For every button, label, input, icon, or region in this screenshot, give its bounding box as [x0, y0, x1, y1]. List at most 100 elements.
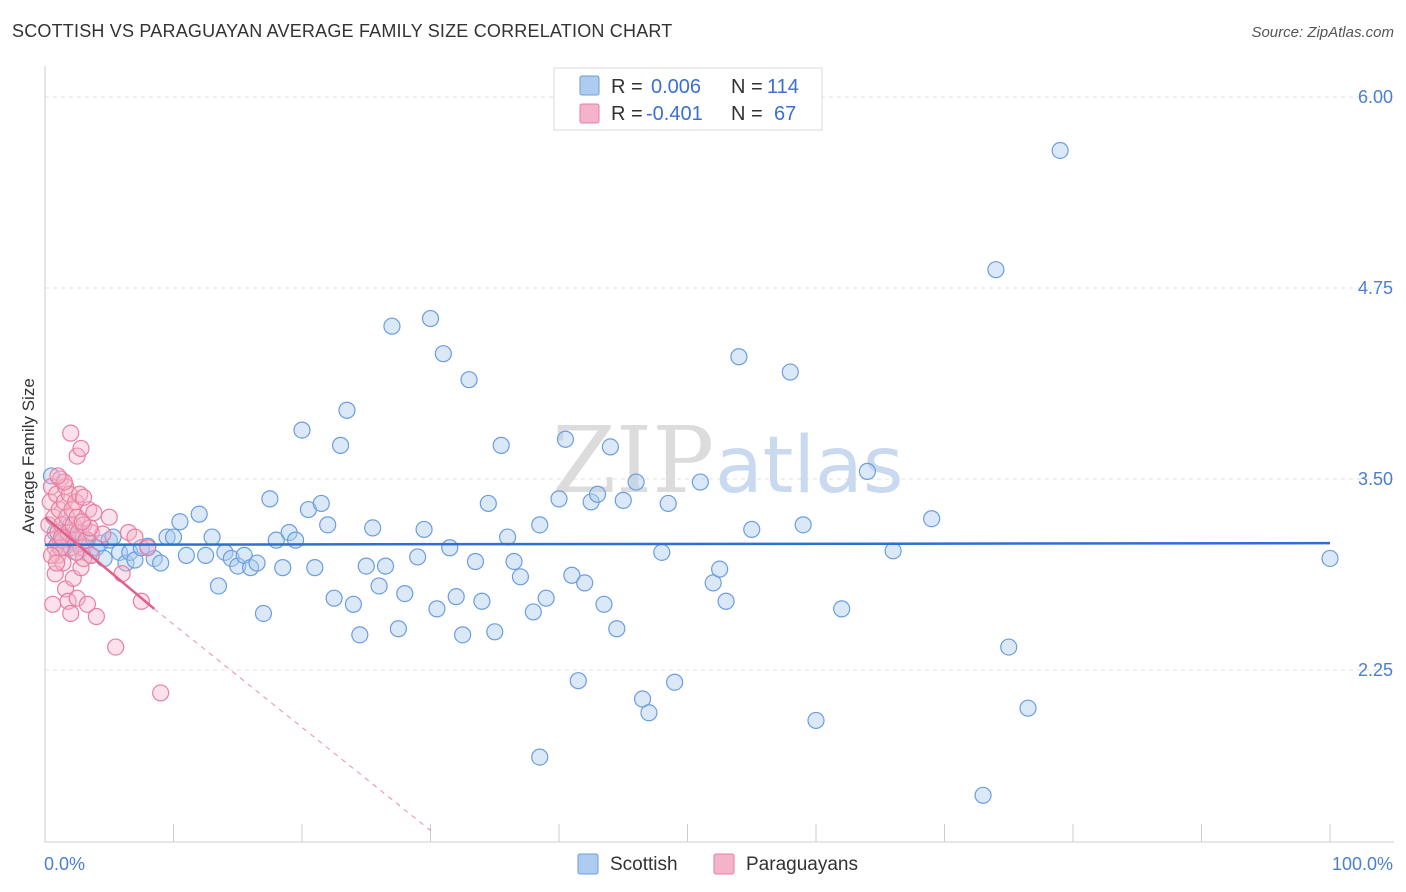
scottish-point [974, 786, 992, 804]
trend-lines [44, 516, 1331, 831]
scottish-point [627, 473, 645, 491]
paraguayan-point [49, 467, 67, 485]
scottish-point [460, 371, 478, 389]
scottish-point [338, 401, 356, 419]
scottish-point [428, 600, 446, 618]
y-tick-label-3: 6.00 [1358, 87, 1393, 107]
scottish-point [117, 554, 135, 572]
paraguayan-point [126, 528, 144, 546]
paraguayan-point [139, 539, 157, 557]
scottish-point [479, 494, 497, 513]
scottish-point [659, 494, 677, 513]
chart-title: SCOTTISH VS PARAGUAYAN AVERAGE FAMILY SI… [12, 21, 673, 41]
scottish-point [441, 539, 459, 557]
paraguayan-point [132, 592, 150, 610]
x-tick-label-1: 100.0% [1332, 854, 1393, 874]
source-label: Source: ZipAtlas.com [1251, 24, 1394, 41]
scottish-point [1321, 549, 1339, 568]
scottish-point [152, 554, 170, 572]
scottish-point [531, 748, 549, 766]
scottish-point [312, 494, 330, 513]
scottish-point [653, 543, 671, 561]
scottish-point [923, 510, 941, 528]
series-legend: Scottish Paraguayans [577, 853, 858, 875]
scottish-point [1019, 699, 1037, 717]
scottish-point [691, 473, 709, 491]
legend-n-label-1: N = [731, 76, 763, 98]
bottom-legend-label-scottish: Scottish [610, 854, 678, 875]
scottish-point [261, 490, 279, 508]
scottish-point [595, 595, 613, 613]
watermark-atlas: atlas [715, 421, 904, 511]
scottish-point [319, 516, 337, 534]
scottish-point [794, 516, 812, 534]
paraguayan-point [107, 638, 125, 656]
y-tick-label-1: 3.50 [1358, 469, 1393, 489]
scottish-point [364, 519, 382, 537]
y-axis-label: Average Family Size [19, 378, 38, 534]
bottom-legend-label-paraguayans: Paraguayans [746, 854, 858, 875]
watermark-zip: ZIP [552, 407, 714, 514]
scottish-point [447, 588, 465, 606]
scottish-point [190, 505, 208, 523]
legend-r-label-1: R = [611, 76, 643, 98]
scottish-point [409, 548, 427, 566]
paraguayan-point [152, 684, 170, 702]
paraguayan-point [55, 473, 73, 491]
scottish-point [563, 566, 581, 584]
y-tick-labels: 2.25 3.50 4.75 6.00 [1358, 87, 1393, 680]
scottish-point [486, 623, 504, 641]
watermark: ZIP atlas [552, 407, 904, 514]
paraguayan-point [87, 607, 106, 626]
scottish-point [274, 559, 292, 577]
y-tick-label-2: 4.75 [1358, 278, 1393, 298]
paraguayan-point [78, 595, 97, 613]
scottish-point [415, 520, 433, 539]
paraguayan-point [47, 554, 66, 572]
scottish-point [633, 690, 652, 708]
paraguayan-point [68, 589, 86, 607]
scottish-point [376, 557, 395, 575]
scottish-point [351, 626, 369, 644]
scottish-point [1000, 638, 1018, 656]
legend-r-label-2: R = [611, 103, 643, 125]
axes [44, 66, 1394, 843]
scottish-point [884, 542, 902, 560]
paraguayan-trend-extension [153, 608, 431, 831]
paraguayan-point [73, 513, 91, 531]
paraguayan-point [85, 504, 103, 522]
scottish-point [209, 577, 228, 595]
scottish-point [286, 531, 305, 549]
scottish-point [711, 560, 729, 578]
scottish-point [717, 592, 735, 610]
scottish-point [987, 261, 1005, 279]
legend-r-value-2: -0.401 [646, 103, 703, 125]
scottish-point [396, 584, 414, 603]
paraguayan-point [72, 439, 90, 458]
scottish-point [614, 491, 632, 509]
legend-r-value-1: 0.006 [651, 76, 701, 98]
scottish-point [177, 546, 195, 565]
scottish-point [588, 485, 607, 503]
scottish-point [537, 589, 555, 607]
scottish-point [505, 552, 523, 571]
paraguayan-point [74, 488, 93, 506]
bottom-legend-swatch-scottish [577, 853, 599, 875]
scottish-point [858, 462, 877, 480]
stats-legend: R = 0.006 N = 114 R = -0.401 N = 67 [553, 67, 823, 131]
scottish-point [389, 620, 407, 638]
scottish-trend-line [44, 541, 1331, 546]
scottish-point [197, 546, 215, 565]
scottish-point [370, 577, 388, 595]
scottish-point [569, 672, 587, 690]
scottish-point [608, 620, 626, 638]
scottish-point [576, 574, 594, 592]
scottish-point [344, 595, 362, 613]
scottish-point [730, 348, 748, 366]
scottish-point [640, 704, 658, 722]
scottish-point [203, 528, 221, 546]
x-tick-label-0: 0.0% [44, 854, 85, 874]
paraguayan-point [44, 595, 62, 613]
scottish-point [511, 568, 530, 586]
scottish-point [454, 626, 472, 644]
